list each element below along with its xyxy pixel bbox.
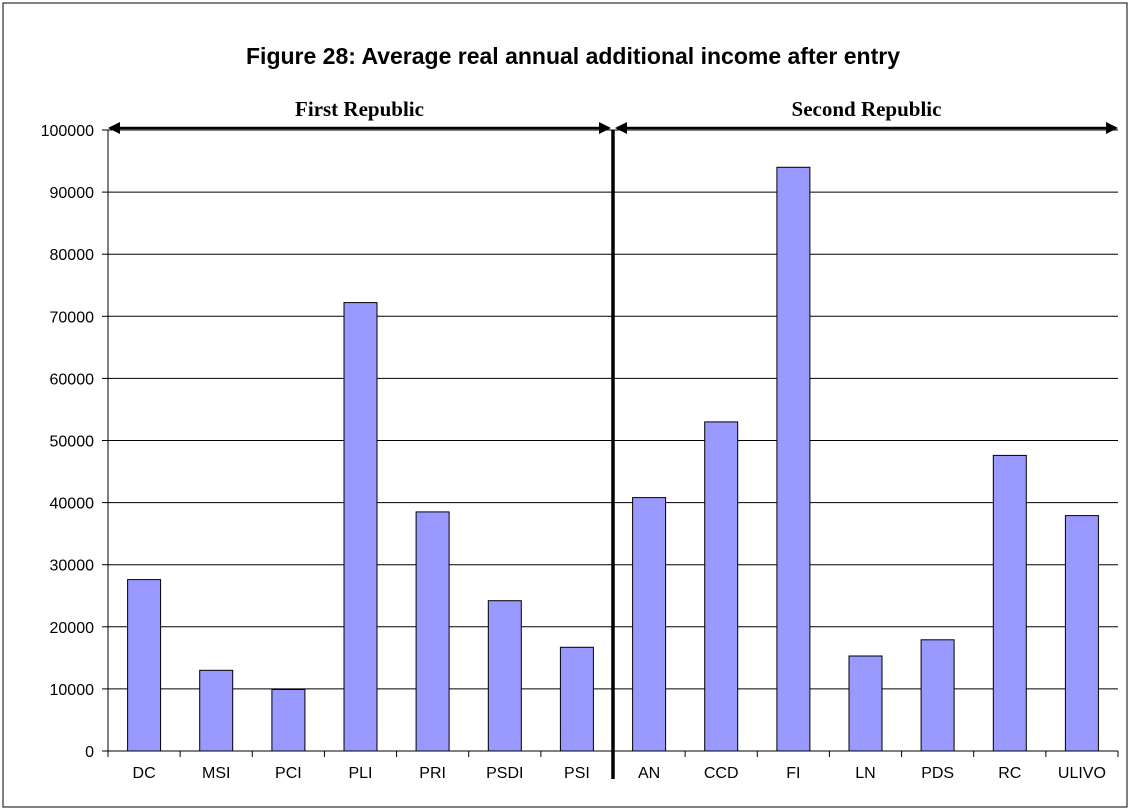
- bar: [776, 166, 811, 752]
- bar: [415, 511, 450, 752]
- y-tick-label: 0: [85, 744, 94, 761]
- bar: [848, 655, 883, 752]
- period-label: First Republic: [295, 97, 424, 121]
- bar: [992, 454, 1027, 752]
- x-tick-label: PLI: [348, 765, 372, 782]
- x-tick-label: RC: [998, 765, 1021, 782]
- y-tick-label: 30000: [50, 558, 95, 575]
- y-tick-label: 60000: [50, 371, 95, 388]
- bar: [632, 497, 667, 752]
- bar: [1064, 515, 1099, 752]
- bar: [127, 579, 162, 752]
- x-tick-label: LN: [855, 765, 875, 782]
- y-tick-label: 20000: [50, 620, 95, 637]
- x-tick-label: PSI: [564, 765, 590, 782]
- x-tick-label: MSI: [202, 765, 230, 782]
- axes: 0 10000 20000 30000 40000 50000 60000 70000 8000…: [41, 123, 1119, 782]
- bar: [704, 421, 739, 752]
- x-tick-label: PCI: [275, 765, 302, 782]
- period-label: Second Republic: [792, 97, 942, 121]
- bar: [920, 639, 955, 752]
- y-tick-label: 40000: [50, 496, 95, 513]
- x-tick-label: PRI: [419, 765, 446, 782]
- y-tick-label: 100000: [41, 123, 94, 140]
- x-tick-label: FI: [786, 765, 800, 782]
- bars: [127, 166, 1099, 752]
- bar: [199, 669, 234, 752]
- x-tick-label: PDS: [921, 765, 954, 782]
- x-tick-label: AN: [638, 765, 660, 782]
- y-tick-label: 80000: [50, 247, 95, 264]
- period-annotations: First Republic Second Republic: [108, 97, 1118, 779]
- y-tick-label: 10000: [50, 682, 95, 699]
- x-tick-label: ULIVO: [1058, 765, 1106, 782]
- bar: [487, 600, 522, 752]
- x-tick-label: DC: [133, 765, 156, 782]
- x-tick-label: CCD: [704, 765, 739, 782]
- bar: [271, 689, 306, 752]
- chart-title: Figure 28: Average real annual additiona…: [246, 43, 900, 69]
- bar: [343, 302, 378, 752]
- y-tick-label: 90000: [50, 185, 95, 202]
- y-tick-label: 70000: [50, 309, 95, 326]
- x-tick-label: PSDI: [486, 765, 523, 782]
- bar: [559, 646, 594, 752]
- y-tick-label: 50000: [50, 434, 95, 451]
